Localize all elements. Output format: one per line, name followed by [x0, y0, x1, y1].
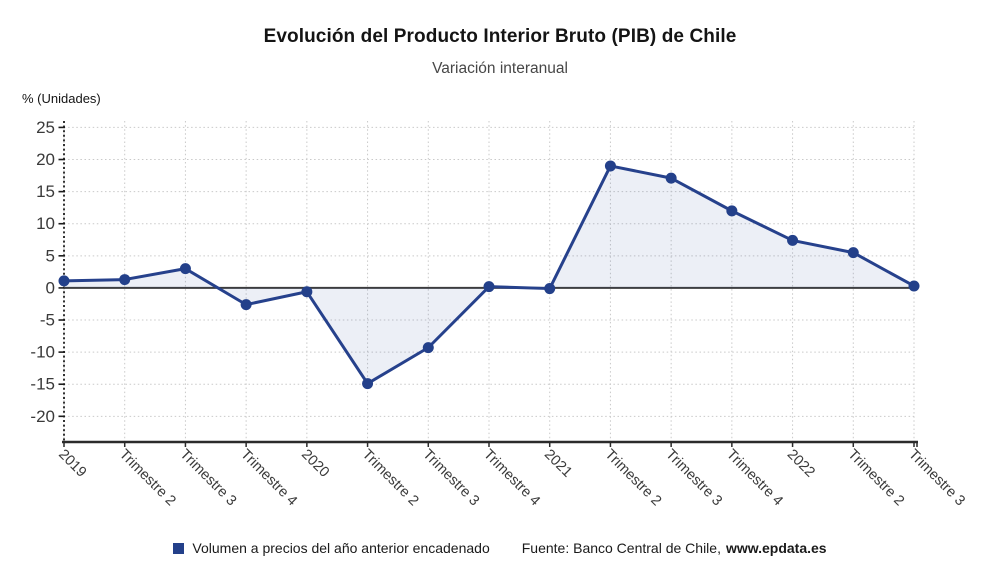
x-tick-label: Trimestre 2	[359, 447, 422, 510]
data-point[interactable]	[119, 274, 131, 286]
data-point[interactable]	[483, 281, 495, 293]
data-point[interactable]	[58, 275, 70, 287]
x-tick-label: Trimestre 3	[905, 447, 968, 510]
data-point[interactable]	[179, 263, 191, 275]
x-tick-label: Trimestre 4	[480, 447, 543, 510]
area-fill	[64, 165, 914, 384]
legend-label: Volumen a precios del año anterior encad…	[192, 540, 490, 556]
data-point[interactable]	[665, 172, 677, 184]
chart-subtitle: Variación interanual	[432, 60, 568, 77]
x-tick-label: Trimestre 2	[844, 447, 907, 510]
x-tick-label: 2022	[784, 447, 818, 481]
x-tick-label: Trimestre 3	[419, 447, 482, 510]
x-tick-label: Trimestre 3	[662, 447, 725, 510]
y-tick-label: -20	[30, 407, 55, 426]
y-tick-label: -5	[40, 311, 55, 330]
data-point[interactable]	[422, 342, 434, 354]
data-point[interactable]	[544, 283, 556, 295]
data-point[interactable]	[604, 160, 616, 172]
chart-footer: Volumen a precios del año anterior encad…	[0, 540, 1000, 556]
data-point[interactable]	[847, 247, 859, 259]
y-tick-label: 10	[36, 214, 55, 233]
y-tick-label: -15	[30, 375, 55, 394]
legend-item[interactable]: Volumen a precios del año anterior encad…	[173, 540, 490, 556]
y-tick-label: -10	[30, 343, 55, 362]
x-tick-label: 2021	[541, 447, 575, 481]
data-point[interactable]	[240, 299, 252, 311]
data-point[interactable]	[726, 205, 738, 217]
x-tick-label: 2020	[298, 447, 332, 481]
x-tick-label: Trimestre 2	[116, 447, 179, 510]
y-tick-label: 5	[46, 246, 55, 265]
source-note: Fuente: Banco Central de Chile, www.epdat…	[522, 540, 827, 556]
y-tick-label: 15	[36, 182, 55, 201]
data-point[interactable]	[301, 286, 313, 298]
x-tick-label: Trimestre 4	[237, 447, 300, 510]
data-points	[58, 160, 920, 390]
x-tick-label: Trimestre 3	[177, 447, 240, 510]
source-text: Fuente: Banco Central de Chile,	[521, 540, 721, 556]
x-axis	[62, 440, 918, 447]
x-tick-label: 2019	[55, 447, 89, 481]
data-point[interactable]	[908, 280, 920, 292]
chart-title: Evolución del Producto Interior Bruto (P…	[263, 26, 737, 47]
legend-swatch-icon	[173, 542, 185, 554]
x-tick-label: Trimestre 2	[602, 447, 665, 510]
y-axis	[58, 121, 65, 442]
y-axis-unit-label: % (Unidades)	[22, 91, 101, 106]
y-tick-label: 20	[36, 150, 55, 169]
y-tick-labels: -20 -15 -10 -5 0 5 10 15 20 25	[30, 118, 55, 426]
y-tick-label: 25	[36, 118, 55, 137]
data-point[interactable]	[362, 378, 374, 390]
x-tick-label: Trimestre 4	[723, 447, 786, 510]
source-link[interactable]: www.epdata.es	[725, 540, 827, 556]
y-tick-label: 0	[46, 278, 55, 297]
data-point[interactable]	[787, 234, 799, 246]
